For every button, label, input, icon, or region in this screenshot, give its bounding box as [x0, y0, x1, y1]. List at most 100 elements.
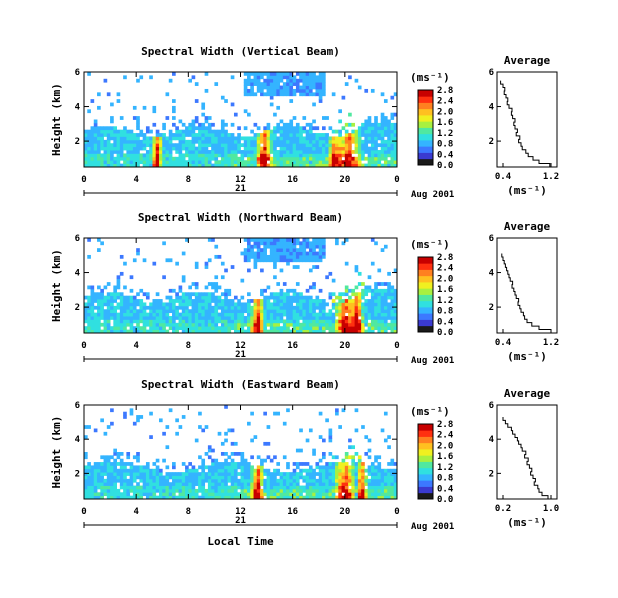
- heatmap-cell: [84, 465, 88, 470]
- heatmap-cell: [315, 150, 320, 154]
- heatmap-cell: [292, 244, 297, 249]
- heatmap-cell: [227, 322, 232, 327]
- heatmap-cell: [110, 299, 114, 303]
- heatmap-cell: [282, 302, 287, 307]
- heatmap-cell: [162, 309, 166, 314]
- heatmap-cell: [322, 482, 326, 486]
- heatmap-cell: [374, 133, 378, 137]
- heatmap-cell: [145, 153, 150, 158]
- heatmap-cell: [325, 485, 329, 490]
- heatmap-cell: [279, 92, 284, 97]
- colorbar-frame: [417, 256, 434, 333]
- heatmap-cell: [308, 244, 313, 249]
- heatmap-cell: [354, 160, 359, 164]
- heatmap-cell: [227, 312, 232, 317]
- heatmap-cell: [110, 465, 114, 470]
- heatmap-cell: [113, 126, 117, 131]
- heatmap-cell: [155, 495, 160, 500]
- heatmap-cell: [175, 472, 179, 476]
- heatmap-cell: [370, 160, 375, 164]
- heatmap-cell: [383, 316, 388, 320]
- heatmap-cell: [181, 316, 186, 320]
- heatmap-cell: [224, 326, 228, 330]
- heatmap-cell: [273, 126, 277, 131]
- heatmap-cell: [312, 133, 316, 137]
- heatmap-cell: [224, 156, 228, 161]
- heatmap-cell: [155, 305, 160, 310]
- heatmap-cell: [139, 478, 144, 483]
- heatmap-cell: [322, 485, 326, 490]
- day-label: 21: [235, 516, 246, 526]
- heatmap-cell: [93, 482, 98, 486]
- heatmap-cell: [126, 312, 131, 317]
- heatmap-cell: [181, 160, 186, 164]
- heatmap-cell: [233, 150, 238, 154]
- heatmap-cell: [201, 136, 206, 141]
- heatmap-cell: [194, 302, 199, 307]
- heatmap-cell: [276, 478, 281, 483]
- heatmap-cell: [168, 322, 173, 327]
- heatmap-cell: [335, 488, 339, 493]
- heatmap-cell: [374, 241, 378, 246]
- heatmap-cell: [370, 133, 375, 137]
- heatmap-cell: [211, 122, 215, 127]
- heatmap-cell: [335, 146, 339, 151]
- heatmap-cell: [286, 136, 290, 141]
- heatmap-cell: [292, 329, 297, 334]
- heatmap-cell: [318, 482, 323, 486]
- heatmap-cell: [247, 488, 251, 493]
- heatmap-cell: [132, 316, 137, 320]
- heatmap-cell: [250, 251, 254, 256]
- heatmap-cell: [90, 160, 95, 164]
- heatmap-cell: [211, 458, 215, 463]
- profile-y-tick-label: 4: [489, 269, 495, 279]
- heatmap-cell: [90, 126, 95, 131]
- heatmap-cell: [247, 485, 251, 490]
- heatmap-cell: [240, 305, 245, 310]
- heatmap-cell: [279, 88, 284, 93]
- heatmap-cell: [302, 251, 307, 256]
- heatmap-cell: [191, 139, 196, 144]
- heatmap-cell: [237, 462, 241, 466]
- heatmap-cell: [214, 472, 219, 476]
- profile-x-tick-label: 0.4: [495, 172, 512, 182]
- heatmap-cell: [276, 156, 281, 161]
- heatmap-cell: [247, 139, 251, 144]
- heatmap-cell: [191, 136, 196, 141]
- heatmap-cell: [263, 472, 267, 476]
- heatmap-cell: [318, 78, 323, 83]
- heatmap-cell: [305, 85, 310, 90]
- heatmap-cell: [90, 488, 95, 493]
- heatmap-cell: [155, 146, 160, 151]
- heatmap-cell: [129, 472, 134, 476]
- heatmap-cell: [165, 445, 170, 450]
- heatmap-cell: [354, 465, 359, 470]
- heatmap-cell: [318, 495, 323, 500]
- heatmap-cell: [162, 482, 166, 486]
- heatmap-cell: [194, 126, 199, 131]
- heatmap-cell: [97, 163, 101, 168]
- heatmap-cell: [364, 305, 369, 310]
- heatmap-cell: [325, 326, 329, 330]
- heatmap-cell: [341, 488, 346, 493]
- heatmap-cell: [351, 129, 356, 134]
- heatmap-cell: [123, 316, 127, 320]
- heatmap-cell: [305, 160, 310, 164]
- heatmap-cell: [136, 133, 140, 137]
- heatmap-cell: [119, 482, 124, 486]
- heatmap-cell: [312, 126, 316, 131]
- heatmap-cell: [354, 156, 359, 161]
- heatmap-cell: [308, 478, 313, 483]
- colorbar-swatch: [418, 474, 433, 481]
- heatmap-cell: [256, 316, 261, 320]
- heatmap-cell: [354, 309, 359, 314]
- heatmap-cell: [331, 316, 336, 320]
- heatmap-cell: [97, 136, 101, 141]
- heatmap-cell: [185, 139, 189, 144]
- heatmap-cell: [106, 309, 111, 314]
- heatmap-cell: [253, 153, 258, 158]
- heatmap-cell: [328, 309, 333, 314]
- heatmap-cell: [191, 160, 196, 164]
- heatmap-cell: [374, 322, 378, 327]
- heatmap-cell: [269, 163, 274, 168]
